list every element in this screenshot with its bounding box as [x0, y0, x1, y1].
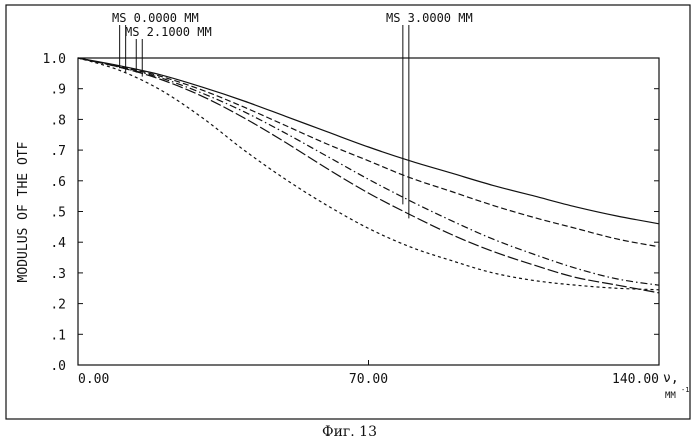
annotation-label-ms-3.0000: MS 3.0000 MM — [386, 11, 473, 25]
y-tick-label: 1.0 — [43, 52, 66, 67]
mtf-series-line-3 — [78, 58, 659, 285]
plot-area — [78, 58, 659, 365]
x-axis-ticks: 0.00 70.00 140.00 — [78, 360, 659, 387]
y-tick-label: .7 — [50, 144, 66, 159]
series-group — [78, 58, 659, 293]
y-tick-label: .3 — [50, 267, 66, 282]
x-axis-unit: MM — [665, 391, 676, 401]
x-tick-label: 70.00 — [349, 372, 388, 387]
y-tick-label: .8 — [50, 113, 66, 128]
mtf-series-line-5 — [78, 58, 659, 290]
y-tick-label: .1 — [50, 328, 66, 343]
y-tick-label: .9 — [50, 83, 66, 98]
annotation-label-ms-0.0000: MS 0.0000 MM — [112, 11, 199, 25]
x-tick-label: 140.00 — [612, 372, 659, 387]
y-tick-label: .2 — [50, 298, 66, 313]
y-axis-ticks: .0 .1 .2 .3 .4 .5 .6 .7 .8 .9 1.0 — [43, 52, 659, 374]
y-tick-label: .5 — [50, 206, 66, 221]
y-tick-label: .6 — [50, 175, 66, 190]
y-axis-label: MODULUS OF THE OTF — [16, 141, 31, 282]
annotation-label-ms-2.1000: MS 2.1000 MM — [125, 25, 212, 39]
mtf-series-line-1 — [78, 58, 659, 224]
figure-caption: Фиг. 13 — [0, 424, 699, 440]
y-tick-label: .4 — [50, 236, 66, 251]
y-tick-label: .0 — [50, 359, 66, 374]
x-axis-unit-exponent: -1 — [681, 386, 689, 394]
x-tick-label: 0.00 — [78, 372, 109, 387]
mtf-series-line-2 — [78, 58, 659, 247]
x-axis-label: ν, — [663, 371, 679, 386]
mtf-series-line-4 — [78, 58, 659, 293]
annotation-group: MS 0.0000 MMMS 2.1000 MM MS 3.0000 MM — [112, 11, 473, 218]
